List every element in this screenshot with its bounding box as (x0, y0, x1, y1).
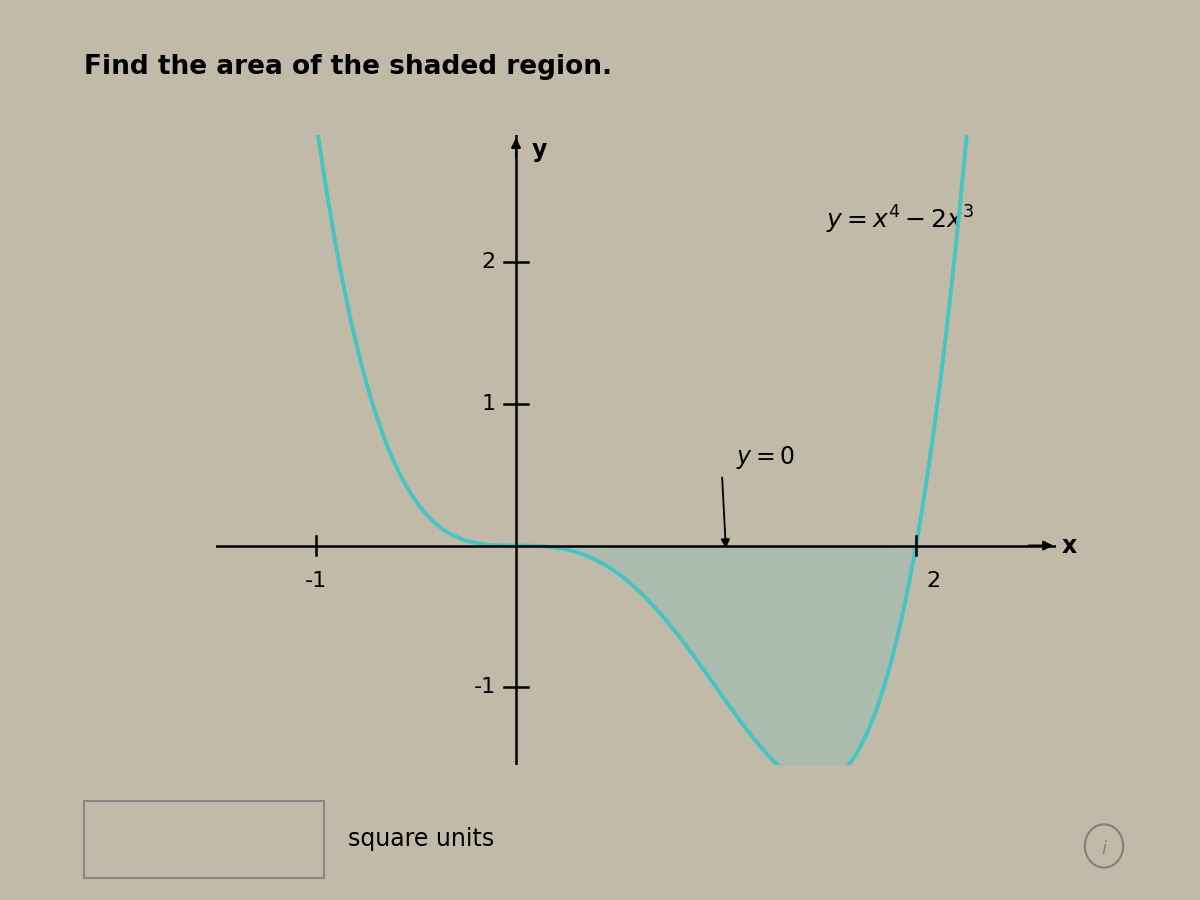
Text: 2: 2 (926, 571, 940, 591)
Text: i: i (1102, 840, 1106, 858)
Text: $y = x^4 - 2x^3$: $y = x^4 - 2x^3$ (826, 203, 974, 236)
Text: x: x (1062, 534, 1078, 558)
Text: -1: -1 (305, 571, 328, 591)
Text: $y = 0$: $y = 0$ (736, 445, 794, 472)
Text: -1: -1 (474, 677, 496, 698)
Text: 2: 2 (482, 252, 496, 273)
Text: Find the area of the shaded region.: Find the area of the shaded region. (84, 54, 612, 80)
Text: 1: 1 (482, 394, 496, 414)
Text: square units: square units (348, 827, 494, 851)
Text: y: y (532, 138, 547, 162)
